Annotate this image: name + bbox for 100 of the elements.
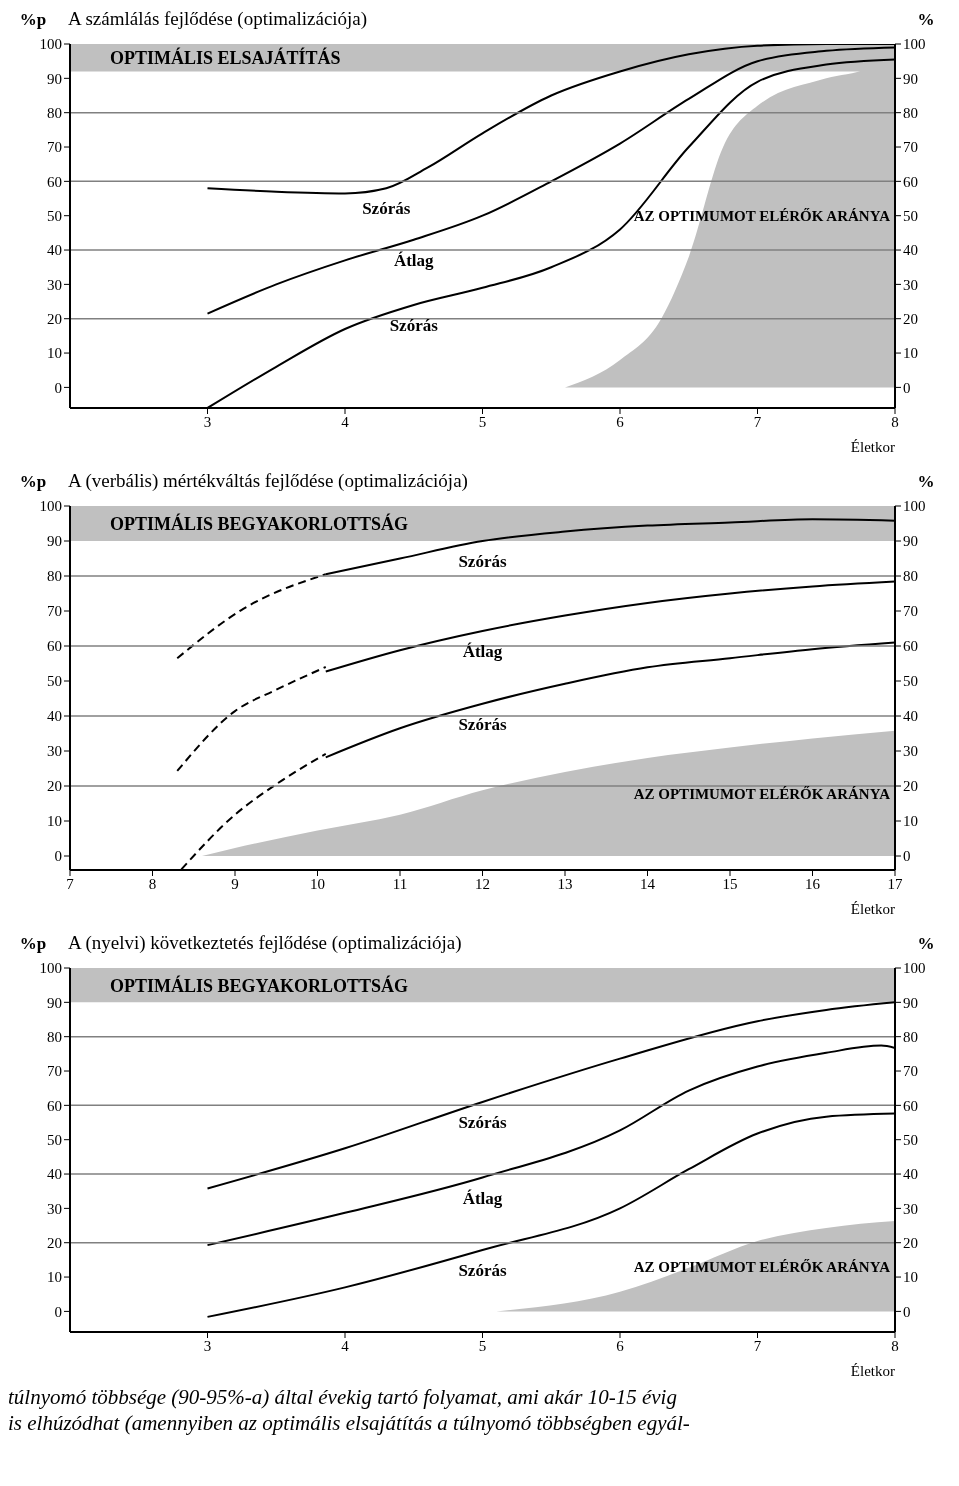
y-tick-label: 0 bbox=[54, 848, 62, 865]
y-axis-title: %p bbox=[18, 10, 48, 30]
x-tick-label: 13 bbox=[557, 875, 573, 892]
y-tick-label: 10 bbox=[47, 345, 62, 362]
y-tick-label: 50 bbox=[47, 673, 62, 690]
line-series bbox=[176, 666, 327, 772]
y-tick-label: 10 bbox=[47, 1269, 62, 1286]
y2-axis-title: % bbox=[916, 934, 936, 954]
y-tick-label: 50 bbox=[47, 208, 62, 225]
y2-tick-label: 100 bbox=[903, 960, 926, 977]
chart-title: A (nyelvi) következtetés fejlődése (optimalizációja) bbox=[68, 932, 463, 954]
y-tick-label: 40 bbox=[47, 1166, 62, 1183]
y2-tick-label: 30 bbox=[903, 276, 918, 293]
y2-tick-label: 10 bbox=[903, 345, 918, 362]
y2-tick-label: 70 bbox=[903, 139, 918, 156]
y2-tick-label: 50 bbox=[903, 208, 918, 225]
y-tick-label: 60 bbox=[47, 173, 62, 190]
series-label: Szórás bbox=[458, 552, 507, 572]
y2-tick-label: 60 bbox=[903, 173, 918, 190]
y2-tick-label: 0 bbox=[903, 379, 911, 396]
x-tick-label: 8 bbox=[148, 875, 157, 892]
y-tick-label: 0 bbox=[54, 1303, 62, 1320]
y2-tick-label: 40 bbox=[903, 242, 918, 259]
y-tick-label: 70 bbox=[47, 139, 62, 156]
y-tick-label: 80 bbox=[47, 568, 62, 585]
y-tick-label: 30 bbox=[47, 1200, 62, 1217]
x-tick-label: 7 bbox=[753, 413, 762, 430]
y2-tick-label: 90 bbox=[903, 533, 918, 550]
band-label: OPTIMÁLIS ELSAJÁTÍTÁS bbox=[110, 47, 341, 69]
y-axis-title: %p bbox=[18, 472, 48, 492]
y-tick-label: 100 bbox=[39, 36, 62, 53]
y2-tick-label: 0 bbox=[903, 1303, 911, 1320]
y-tick-label: 60 bbox=[47, 1097, 62, 1114]
series-label: Átlag bbox=[462, 1188, 503, 1208]
x-axis-title: Életkor bbox=[850, 439, 895, 455]
y-tick-label: 60 bbox=[47, 638, 62, 655]
y2-tick-label: 10 bbox=[903, 1269, 918, 1286]
y-tick-label: 40 bbox=[47, 242, 62, 259]
y2-tick-label: 60 bbox=[903, 638, 918, 655]
x-tick-label: 3 bbox=[203, 413, 212, 430]
chart-title: A számlálás fejlődése (optimalizációja) bbox=[68, 8, 369, 30]
y2-tick-label: 80 bbox=[903, 105, 918, 121]
series-label: Átlag bbox=[462, 642, 503, 662]
y2-axis-title: % bbox=[916, 10, 936, 30]
y-tick-label: 90 bbox=[47, 70, 62, 87]
x-tick-label: 17 bbox=[887, 875, 903, 892]
y2-axis-title: % bbox=[916, 472, 936, 492]
x-tick-label: 4 bbox=[341, 1337, 350, 1354]
y-axis-title: %p bbox=[18, 934, 48, 954]
x-tick-label: 14 bbox=[640, 875, 656, 892]
x-tick-label: 11 bbox=[392, 875, 408, 892]
x-tick-label: 9 bbox=[231, 875, 239, 892]
series-label: Szórás bbox=[458, 1261, 507, 1280]
y2-tick-label: 20 bbox=[903, 778, 918, 795]
y2-tick-label: 0 bbox=[903, 848, 911, 865]
series-label: Szórás bbox=[389, 316, 439, 336]
y-tick-label: 30 bbox=[47, 276, 62, 293]
band-label: OPTIMÁLIS BEGYAKORLOTTSÁG bbox=[110, 512, 408, 534]
y2-tick-label: 50 bbox=[903, 1132, 918, 1149]
series-label: AZ OPTIMUMOT ELÉRŐK ARÁNYA bbox=[633, 1258, 891, 1275]
x-tick-label: 6 bbox=[616, 1337, 625, 1354]
y2-tick-label: 60 bbox=[903, 1097, 918, 1114]
y-tick-label: 70 bbox=[47, 1063, 62, 1080]
x-tick-label: 7 bbox=[66, 875, 75, 892]
y-tick-label: 10 bbox=[47, 813, 62, 830]
y2-tick-label: 20 bbox=[903, 311, 918, 328]
y-tick-label: 20 bbox=[47, 311, 62, 328]
y-tick-label: 80 bbox=[47, 105, 62, 121]
y-tick-label: 70 bbox=[47, 603, 62, 620]
x-tick-label: 8 bbox=[891, 413, 899, 430]
x-tick-label: 7 bbox=[753, 1337, 762, 1354]
x-tick-label: 4 bbox=[341, 413, 350, 430]
y2-tick-label: 40 bbox=[903, 708, 918, 725]
x-tick-label: 5 bbox=[478, 413, 487, 430]
text: is elhúzódhat (amennyiben az optimális elsajátítás a túlnyomó többségben egyál- bbox=[8, 1410, 691, 1436]
y-tick-label: 100 bbox=[39, 498, 62, 515]
band-label: OPTIMÁLIS BEGYAKORLOTTSÁG bbox=[110, 974, 408, 996]
y2-tick-label: 20 bbox=[903, 1235, 918, 1252]
y-tick-label: 20 bbox=[47, 778, 62, 795]
x-axis-title: Életkor bbox=[850, 1363, 895, 1379]
y2-tick-label: 70 bbox=[903, 1063, 918, 1080]
x-tick-label: 10 bbox=[310, 875, 325, 892]
y2-tick-label: 30 bbox=[903, 743, 918, 760]
x-axis-title: Életkor bbox=[850, 901, 895, 917]
x-tick-label: 3 bbox=[203, 1337, 212, 1354]
y-tick-label: 30 bbox=[47, 743, 62, 760]
series-label: Szórás bbox=[458, 714, 507, 734]
series-label: AZ OPTIMUMOT ELÉRŐK ARÁNYA bbox=[633, 208, 891, 225]
text: túlnyomó többsége (90-95%-a) által évekig tartó folyamat, ami akár 10-15 évig bbox=[8, 1384, 678, 1410]
x-tick-label: 5 bbox=[478, 1337, 487, 1354]
y2-tick-label: 80 bbox=[903, 568, 918, 585]
y-tick-label: 0 bbox=[54, 379, 62, 396]
x-tick-label: 6 bbox=[616, 413, 625, 430]
y2-tick-label: 90 bbox=[903, 994, 918, 1011]
x-tick-label: 8 bbox=[891, 1337, 899, 1354]
chart-title: A (verbális) mértékváltás fejlődése (optimalizációja) bbox=[68, 470, 469, 492]
series-label: Átlag bbox=[393, 250, 435, 270]
y2-tick-label: 50 bbox=[903, 673, 918, 690]
y-tick-label: 20 bbox=[47, 1235, 62, 1252]
y-tick-label: 100 bbox=[39, 960, 62, 977]
